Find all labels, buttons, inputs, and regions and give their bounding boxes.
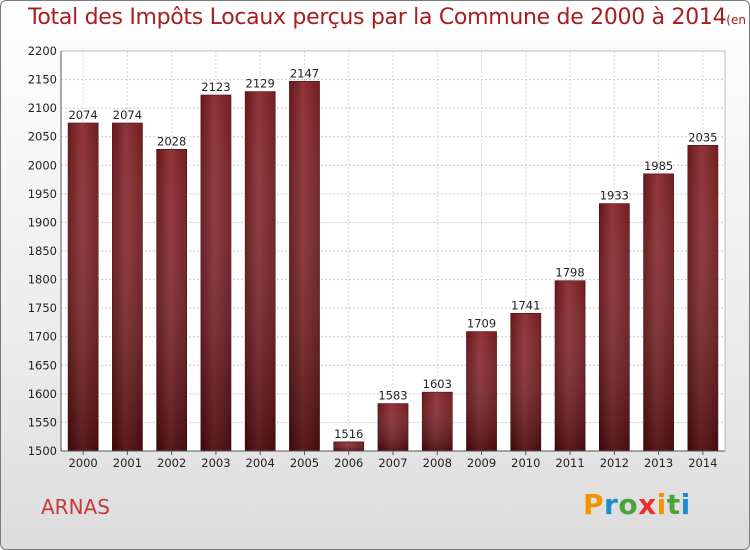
data-label: 1583 — [378, 389, 407, 403]
data-label: 1741 — [511, 298, 540, 312]
data-label: 1516 — [334, 427, 363, 441]
data-label: 2035 — [688, 130, 717, 144]
chart-title: Total des Impôts Locaux perçus par la Co… — [28, 5, 749, 30]
chart-unit: (en milliers d'€) — [726, 13, 749, 27]
data-label: 1603 — [423, 377, 452, 391]
y-tick-label: 1800 — [28, 273, 57, 287]
logo-letter: i — [680, 488, 691, 521]
x-tick-label: 2013 — [644, 456, 673, 470]
y-tick-label: 2000 — [28, 158, 57, 172]
data-label: 1933 — [600, 189, 629, 203]
x-tick-label: 2011 — [555, 456, 584, 470]
x-tick-label: 2008 — [423, 456, 452, 470]
bar-shade — [333, 441, 364, 451]
x-tick-label: 2002 — [157, 456, 186, 470]
logo-letter: t — [666, 488, 681, 521]
x-tick-label: 2010 — [511, 456, 540, 470]
bar-shade — [200, 95, 231, 451]
y-tick-label: 2050 — [28, 130, 57, 144]
bar-shade — [112, 123, 143, 451]
x-tick-label: 2006 — [334, 456, 363, 470]
proxiti-logo: Proxiti — [583, 488, 691, 521]
y-tick-label: 1700 — [28, 330, 57, 344]
logo-letter: x — [638, 488, 657, 521]
x-tick-label: 2009 — [467, 456, 496, 470]
x-tick-label: 2001 — [113, 456, 142, 470]
y-tick-label: 1500 — [28, 444, 57, 458]
y-tick-label: 1950 — [28, 187, 57, 201]
data-label: 2129 — [246, 77, 275, 91]
logo-letter: o — [618, 488, 639, 521]
data-label: 2028 — [157, 134, 186, 148]
data-label: 1985 — [644, 159, 673, 173]
bar-shade — [289, 81, 320, 452]
data-label: 2123 — [201, 80, 230, 94]
data-label: 1709 — [467, 317, 496, 331]
chart-title-text: Total des Impôts Locaux perçus par la Co… — [28, 5, 727, 30]
data-label: 2074 — [113, 108, 142, 122]
y-tick-label: 1900 — [28, 215, 57, 229]
x-tick-label: 2005 — [290, 456, 319, 470]
bar-shade — [466, 331, 497, 451]
bar-shade — [156, 149, 187, 452]
logo-letter: i — [656, 488, 667, 521]
bar-shade — [510, 313, 541, 451]
x-tick-label: 2012 — [600, 456, 629, 470]
x-tick-label: 2007 — [378, 456, 407, 470]
x-tick-label: 2004 — [246, 456, 275, 470]
data-label: 2074 — [68, 108, 97, 122]
y-tick-label: 1600 — [28, 387, 57, 401]
bar-shade — [599, 203, 630, 451]
y-tick-label: 1850 — [28, 244, 57, 258]
y-tick-label: 1750 — [28, 301, 57, 315]
x-tick-label: 2000 — [68, 456, 97, 470]
logo-letter: r — [604, 488, 619, 521]
x-tick-label: 2003 — [201, 456, 230, 470]
bar-shade — [643, 173, 674, 451]
y-tick-label: 1650 — [28, 358, 57, 372]
commune-name: ARNAS — [41, 495, 110, 519]
bar-shade — [555, 280, 586, 451]
y-tick-label: 1550 — [28, 415, 57, 429]
bar-shade — [68, 123, 99, 451]
y-tick-label: 2100 — [28, 101, 57, 115]
y-tick-label: 2200 — [28, 44, 57, 58]
bar-shade — [422, 392, 453, 451]
y-tick-label: 2150 — [28, 73, 57, 87]
logo-letter: P — [583, 488, 605, 521]
data-label: 1798 — [555, 266, 584, 280]
bar-shade — [245, 91, 276, 452]
bar-shade — [377, 403, 409, 451]
bar-shade — [687, 145, 718, 452]
data-label: 2147 — [290, 66, 319, 80]
x-tick-label: 2014 — [688, 456, 717, 470]
